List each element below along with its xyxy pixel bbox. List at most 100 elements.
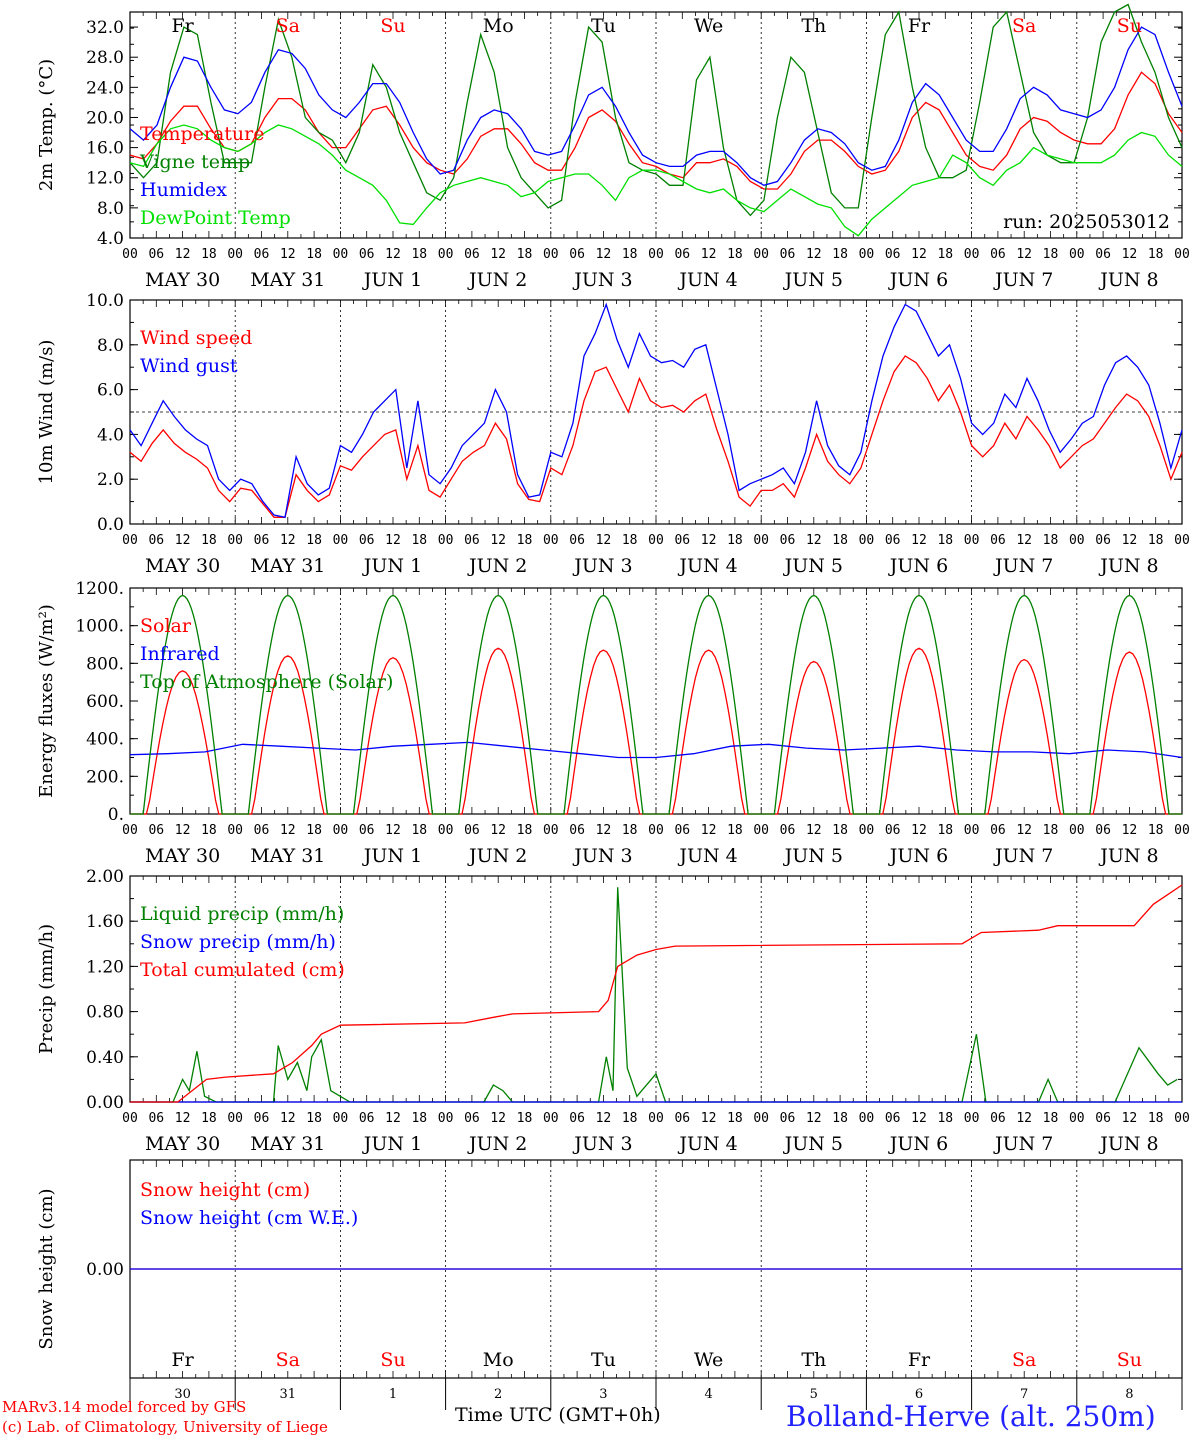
hour-tick-label: 00	[859, 1111, 875, 1126]
day-number: 5	[810, 1387, 818, 1402]
hour-tick-label: 06	[464, 1111, 480, 1126]
hour-tick-label: 00	[122, 823, 138, 838]
hour-tick-label: 12	[280, 823, 296, 838]
day-number: 1	[389, 1387, 397, 1402]
hour-tick-label: 18	[306, 247, 322, 262]
bottom-weekday: Su	[380, 1349, 405, 1371]
hour-tick-label: 00	[753, 533, 769, 548]
series-line-wind-speed	[129, 355, 1183, 518]
day-number: 3	[599, 1387, 607, 1402]
day-label: JUN 8	[1098, 1133, 1158, 1155]
hour-tick-label: 12	[806, 823, 822, 838]
hour-tick-label: 12	[1122, 533, 1138, 548]
hour-tick-label: 12	[280, 247, 296, 262]
y-tick-label: 1000.	[75, 617, 124, 637]
y-tick-label: 800.	[86, 654, 124, 674]
hour-tick-label: 06	[674, 1111, 690, 1126]
y-tick-label: 0.80	[86, 1003, 124, 1023]
hour-tick-label: 18	[201, 247, 217, 262]
day-label: JUN 2	[467, 1133, 527, 1155]
day-label: MAY 30	[145, 845, 220, 867]
hour-tick-label: 00	[859, 247, 875, 262]
day-number: 31	[280, 1387, 297, 1402]
hour-tick-label: 12	[596, 823, 612, 838]
legend-entry: Snow height (cm W.E.)	[140, 1207, 358, 1229]
hour-tick-label: 00	[333, 823, 349, 838]
hour-tick-label: 00	[753, 247, 769, 262]
hour-tick-label: 06	[359, 247, 375, 262]
hour-tick-label: 00	[227, 533, 243, 548]
hour-tick-label: 06	[885, 247, 901, 262]
hour-tick-label: 18	[517, 1111, 533, 1126]
bottom-weekday: Fr	[171, 1349, 194, 1371]
hour-tick-label: 12	[806, 1111, 822, 1126]
weekday-label: Tu	[591, 15, 616, 37]
hour-tick-label: 18	[306, 1111, 322, 1126]
hour-tick-label: 06	[674, 247, 690, 262]
day-number: 4	[704, 1387, 712, 1402]
day-label: JUN 5	[783, 555, 843, 577]
day-number: 2	[494, 1387, 502, 1402]
legend-entry: Wind speed	[140, 327, 252, 349]
hour-tick-label: 18	[517, 823, 533, 838]
hour-tick-label: 12	[701, 247, 717, 262]
hour-tick-label: 18	[937, 533, 953, 548]
hour-tick-label: 00	[543, 823, 559, 838]
legend-entry: Total cumulated (cm)	[140, 959, 345, 981]
hour-tick-label: 00	[333, 247, 349, 262]
day-label: JUN 3	[572, 269, 632, 291]
hour-tick-label: 00	[333, 1111, 349, 1126]
hour-tick-label: 00	[648, 823, 664, 838]
hour-tick-label: 06	[674, 533, 690, 548]
hour-tick-label: 00	[227, 1111, 243, 1126]
legend-entry: Snow precip (mm/h)	[140, 931, 336, 953]
day-label: MAY 30	[145, 555, 220, 577]
legend-entry: Humidex	[140, 179, 227, 201]
hour-tick-label: 18	[832, 823, 848, 838]
hour-tick-label: 12	[175, 533, 191, 548]
hour-tick-label: 18	[937, 1111, 953, 1126]
hour-tick-label: 18	[1043, 823, 1059, 838]
hour-tick-label: 00	[1174, 533, 1190, 548]
hour-tick-label: 18	[937, 247, 953, 262]
y-tick-label: 400.	[86, 730, 124, 750]
legend-entry: Vigne temp	[139, 151, 250, 173]
bottom-weekday: Sa	[1012, 1349, 1036, 1371]
hour-tick-label: 12	[1016, 533, 1032, 548]
weekday-label: Su	[380, 15, 405, 37]
y-tick-label: 0.0	[97, 515, 124, 535]
hour-tick-label: 06	[674, 823, 690, 838]
hour-tick-label: 06	[359, 533, 375, 548]
hour-tick-label: 12	[1016, 823, 1032, 838]
hour-tick-label: 18	[622, 823, 638, 838]
panel-frame-2	[129, 587, 1183, 815]
bottom-weekday: We	[694, 1349, 723, 1371]
series-line-temperature	[129, 71, 1183, 190]
y-tick-label: 12.0	[86, 169, 124, 189]
hour-tick-label: 06	[990, 1111, 1006, 1126]
series-line-humidex	[129, 26, 1183, 186]
day-label: JUN 7	[993, 269, 1053, 291]
y-axis-title: Precip (mm/h)	[36, 924, 57, 1054]
weekday-label: Fr	[908, 15, 931, 37]
hour-tick-label: 00	[1069, 247, 1085, 262]
bottom-weekday: Fr	[908, 1349, 931, 1371]
hour-tick-label: 12	[385, 533, 401, 548]
day-label: JUN 3	[572, 555, 632, 577]
hour-tick-label: 18	[1148, 533, 1164, 548]
hour-tick-label: 18	[622, 247, 638, 262]
hour-tick-label: 12	[1122, 823, 1138, 838]
hour-tick-label: 06	[1095, 533, 1111, 548]
hour-tick-label: 12	[911, 823, 927, 838]
hour-tick-label: 06	[885, 533, 901, 548]
day-label: JUN 2	[467, 269, 527, 291]
hour-tick-label: 06	[464, 247, 480, 262]
weekday-label: Su	[1117, 15, 1142, 37]
hour-tick-label: 18	[832, 1111, 848, 1126]
series-line-vigne-temp	[129, 3, 1183, 217]
hour-tick-label: 06	[780, 1111, 796, 1126]
day-label: JUN 4	[677, 845, 737, 867]
day-label: MAY 31	[250, 1133, 325, 1155]
day-number: 8	[1125, 1387, 1133, 1402]
day-label: JUN 6	[888, 845, 948, 867]
